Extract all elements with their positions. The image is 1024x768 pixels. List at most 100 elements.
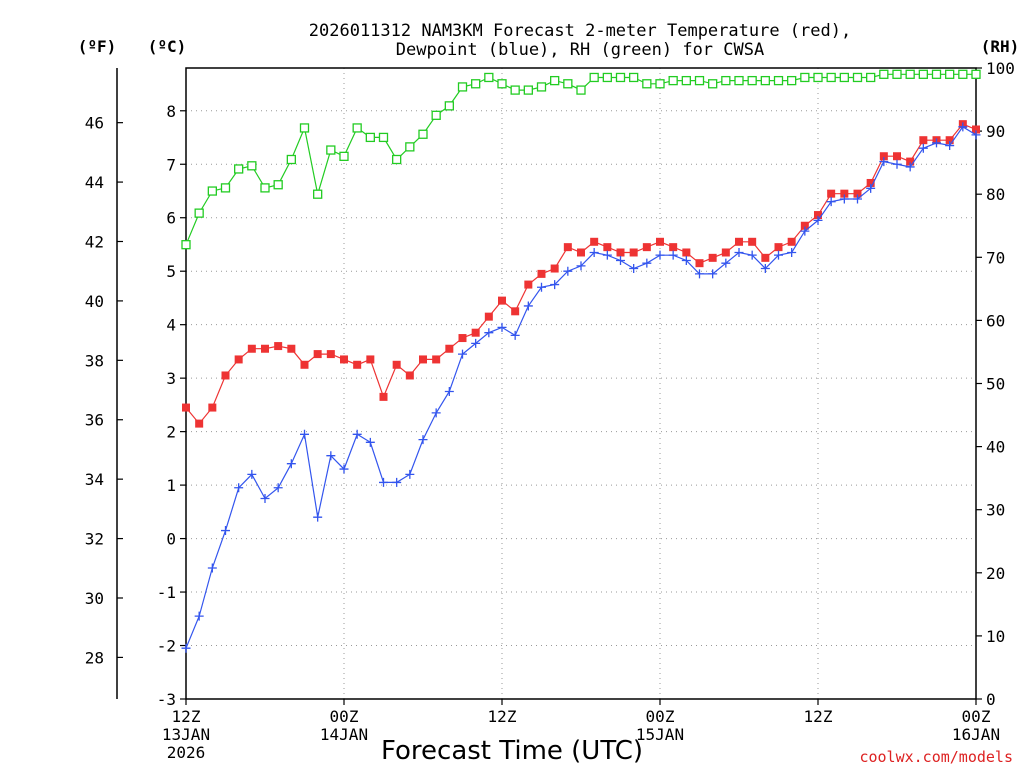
temperature-point <box>379 392 388 401</box>
rh-point <box>971 69 981 79</box>
rh-point <box>747 75 757 86</box>
chart-title-line2: Dewpoint (blue), RH (green) for CWSA <box>396 40 764 60</box>
temperature-point <box>866 178 875 187</box>
temperature-point <box>458 334 467 343</box>
celsius-unit-label: (ºC) <box>148 37 187 56</box>
temperature-point <box>405 371 414 380</box>
temperature-point <box>524 280 533 289</box>
temperature-point <box>827 189 836 198</box>
temperature-point <box>761 253 770 262</box>
credit-text: coolwx.com/models <box>859 748 1013 766</box>
temperature-point <box>735 237 743 246</box>
time-tick-label: 2026 <box>167 743 206 762</box>
rh-point <box>444 101 454 111</box>
rh-point <box>760 75 770 86</box>
celsius-axis: -3 -2 -1 0 1 2 3 4 5 6 7 8 <box>157 102 186 709</box>
rh-point <box>892 69 902 79</box>
temperature-point <box>590 237 599 246</box>
dewpoint-point <box>286 459 296 469</box>
temperature-point <box>550 264 559 273</box>
temperature-point <box>721 248 730 257</box>
dewpoint-point <box>300 429 309 439</box>
dewpoint-point <box>181 643 191 653</box>
rh-point <box>773 75 784 86</box>
rh-point <box>839 72 849 83</box>
temperature-point <box>708 253 717 262</box>
rh-point <box>787 75 797 86</box>
dewpoint-point <box>392 477 402 487</box>
dewpoint-point <box>418 435 428 445</box>
celsius-tick-label: 5 <box>166 262 176 281</box>
dewpoint-point <box>800 226 810 236</box>
dewpoint-point <box>379 477 388 487</box>
rh-tick-label: 70 <box>986 248 1005 267</box>
dewpoint-point <box>444 387 454 397</box>
temperature-point <box>471 328 480 337</box>
chart-title-line1: 2026011312 NAM3KM Forecast 2-meter Tempe… <box>309 21 851 41</box>
time-tick-label: 00Z <box>646 707 675 726</box>
fahrenheit-tick-label: 42 <box>85 232 104 251</box>
rh-point <box>708 79 718 89</box>
time-tick-label: 14JAN <box>320 725 368 744</box>
temperature-point <box>498 296 506 305</box>
dewpoint-point <box>510 330 520 340</box>
rh-point <box>313 189 323 199</box>
rh-point <box>931 69 942 79</box>
fahrenheit-axis: 28 30 32 34 36 38 40 42 44 46 <box>85 114 123 667</box>
dewpoint-point <box>207 563 217 573</box>
dewpoint-point <box>247 469 257 479</box>
dewpoint-point <box>681 256 691 266</box>
rh-point <box>484 72 494 83</box>
temperature-point <box>261 344 269 353</box>
dewpoint-point <box>760 264 770 274</box>
dewpoint-point <box>326 451 336 461</box>
rh-point <box>721 75 731 86</box>
rh-point <box>286 154 296 165</box>
fahrenheit-tick-label: 44 <box>85 173 104 192</box>
temperature-point <box>563 243 572 252</box>
temperature-point <box>182 403 190 412</box>
dewpoint-point <box>589 247 599 257</box>
temperature-point <box>432 355 441 364</box>
dewpoint-point <box>747 250 757 260</box>
dewpoint-point <box>892 159 902 169</box>
temperature-point <box>353 360 362 369</box>
rh-point <box>602 72 612 83</box>
rh-point <box>563 79 573 89</box>
rh-point <box>510 85 520 95</box>
celsius-tick-label: -2 <box>157 637 176 656</box>
rh-axis: 0 10 20 30 40 50 60 70 80 90 100 <box>976 59 1015 709</box>
dewpoint-point <box>853 194 862 204</box>
rh-point <box>826 72 836 83</box>
rh-point <box>589 72 599 83</box>
dewpoint-point <box>221 526 230 536</box>
time-tick-label: 12Z <box>804 707 833 726</box>
temperature-point <box>195 419 204 428</box>
plot-frame <box>185 67 977 700</box>
dewpoint-point <box>602 250 612 260</box>
fahrenheit-tick-label: 40 <box>85 292 104 311</box>
temperature-point <box>484 312 493 321</box>
temperature-point <box>893 152 901 161</box>
dewpoint-point <box>497 322 507 332</box>
time-tick-label: 12Z <box>172 707 201 726</box>
dewpoint-point <box>194 611 204 621</box>
dewpoint-point <box>431 408 441 418</box>
temperature-point <box>247 344 256 353</box>
dewpoint-point <box>958 122 968 132</box>
rh-point <box>694 75 705 86</box>
rh-point <box>299 123 310 133</box>
dewpoint-point <box>234 483 244 493</box>
dewpoint-point <box>971 130 981 140</box>
rh-point <box>550 75 560 86</box>
rh-tick-label: 20 <box>986 564 1005 583</box>
temperature-point <box>656 237 664 246</box>
temperature-point <box>682 248 691 257</box>
fahrenheit-tick-label: 36 <box>85 411 104 430</box>
dewpoint-point <box>550 280 560 290</box>
rh-point <box>220 183 231 193</box>
fahrenheit-tick-label: 46 <box>85 114 104 133</box>
dewpoint-point <box>839 194 849 204</box>
